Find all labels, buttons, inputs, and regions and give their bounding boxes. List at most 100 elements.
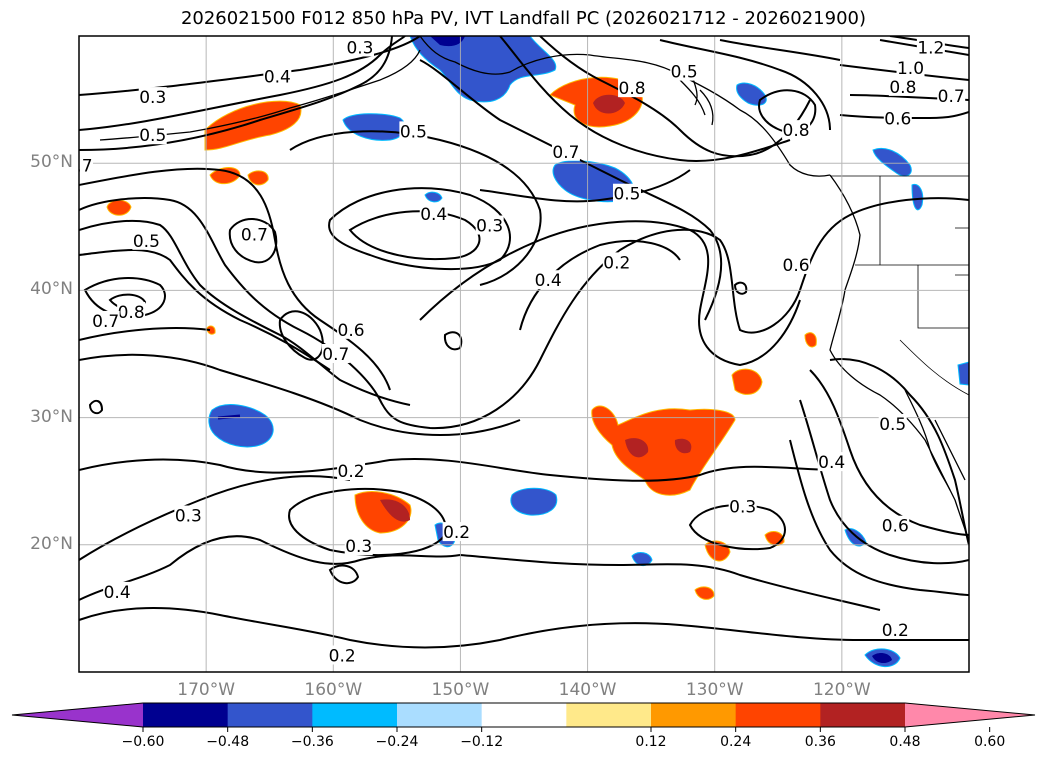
contour-label: 0.2 — [882, 621, 909, 641]
contour-label: 0.5 — [613, 185, 640, 205]
contour-label: 0.3 — [729, 498, 756, 518]
contour-label: 0.2 — [329, 646, 356, 666]
pv-patch-positive — [674, 438, 692, 454]
pv-patch-positive — [247, 170, 269, 186]
contour-label: 0.8 — [118, 303, 145, 323]
contour-label: 0.3 — [139, 88, 166, 108]
contour-label: 0.7 — [241, 225, 268, 245]
pv-patch-positive — [731, 368, 763, 395]
contour-label: 0.2 — [443, 523, 470, 543]
contour-label-bg — [612, 183, 641, 203]
pv-patch-positive — [206, 325, 216, 335]
contour-label: 0.4 — [104, 583, 131, 603]
colorbar-tick-label: 0.48 — [889, 734, 921, 750]
contour-label-bg — [728, 496, 757, 516]
pv-patch-negative — [631, 552, 653, 566]
contour-label-bg — [321, 344, 350, 363]
contour-label-bg — [881, 515, 910, 535]
pv-patch-negative — [872, 652, 892, 664]
contour-label-bg — [174, 505, 203, 525]
contour-label: 0.5 — [671, 63, 698, 83]
contour-label: 0.7 — [938, 87, 965, 107]
pv-patch-positive — [106, 199, 132, 216]
grid-layer — [79, 36, 969, 672]
pv-patch-negative — [911, 183, 924, 211]
contour-label: 0.2 — [338, 462, 365, 482]
ivt-contour — [719, 39, 841, 61]
ivt-contour — [479, 169, 691, 203]
lat-tick-label: 40°N — [30, 279, 73, 300]
contour-label-bg — [475, 215, 504, 235]
ivt-contour — [79, 36, 406, 131]
contour-label: 0.4 — [535, 271, 562, 291]
colorbar-bin — [651, 703, 737, 727]
colorbar-tick-label: 0.12 — [635, 734, 667, 750]
contour-label: 1.2 — [917, 38, 944, 58]
ivt-contour — [79, 535, 881, 611]
contour-label-bg — [117, 302, 146, 322]
colorbar-tick-label: −0.12 — [460, 734, 504, 750]
pv-patch-positive — [593, 94, 625, 114]
pv-patch-negative — [208, 404, 274, 448]
colorbar-bin — [397, 703, 483, 727]
lon-tick-label: 170°W — [177, 680, 236, 700]
contour-label-bg — [670, 61, 699, 81]
ivt-contour — [88, 399, 104, 415]
contour-label-bg — [337, 461, 366, 481]
contour-label-bg — [916, 37, 945, 57]
pv-patch-negative — [409, 36, 557, 103]
lat-tick-label: 50°N — [30, 152, 73, 173]
ivt-contour — [79, 458, 841, 482]
ivt-contour — [79, 353, 521, 436]
pv-patch-negative — [510, 487, 558, 516]
state-border — [899, 339, 969, 396]
contour-label: 0.2 — [603, 253, 630, 273]
lon-tick-label: 130°W — [685, 680, 744, 700]
colorbar-bin — [481, 703, 567, 727]
ivt-contour — [328, 564, 360, 585]
lon-tick-label: 160°W — [304, 680, 363, 700]
colorbar-tick-label: −0.24 — [375, 734, 419, 750]
pv-patch-positive — [694, 586, 715, 600]
ivt-contour — [419, 59, 723, 321]
pv-patch-positive — [804, 332, 817, 348]
ivt-contour — [79, 36, 393, 151]
pv-patch-negative — [957, 361, 969, 386]
ivt-contour — [79, 475, 351, 561]
contour-label-bg — [618, 78, 647, 98]
contour-label: 0.4 — [264, 68, 291, 88]
contour-label: 0.6 — [338, 321, 365, 341]
ivt-contour — [789, 439, 969, 596]
contour-label-bg — [91, 310, 120, 330]
contour-label: 0.7 — [552, 143, 579, 163]
state-border — [917, 265, 969, 329]
contour-label-bg — [399, 121, 428, 141]
contour-label-bg — [602, 252, 631, 272]
ivt-contour — [79, 327, 211, 341]
lat-tick-label: 20°N — [30, 533, 73, 554]
contour-label-bg — [345, 37, 374, 57]
contour-label: 0.5 — [139, 126, 166, 146]
contour-label-bg — [551, 141, 580, 161]
contour-label-bg — [442, 522, 471, 542]
ivt-contour — [419, 220, 801, 367]
contour-label-bg — [79, 155, 93, 175]
colorbar-tick-label: 0.60 — [974, 734, 1006, 750]
state-border — [955, 227, 969, 276]
contour-label: 0.8 — [783, 121, 810, 141]
colorbar-bin — [227, 703, 313, 727]
contour-label-bg — [782, 254, 811, 274]
contour-label-bg — [419, 204, 448, 224]
ivt-contour — [228, 218, 278, 264]
ivt-contour — [519, 239, 681, 331]
colorbar-bin — [735, 703, 821, 727]
pv-patch-positive — [625, 438, 649, 458]
ivt-contour — [79, 36, 421, 96]
ivt-contour — [79, 607, 969, 649]
ivt-contour — [799, 399, 969, 565]
pv-patch-positive — [591, 405, 736, 496]
contour-label: 1.0 — [897, 59, 924, 79]
contour-label-bg — [878, 413, 907, 433]
